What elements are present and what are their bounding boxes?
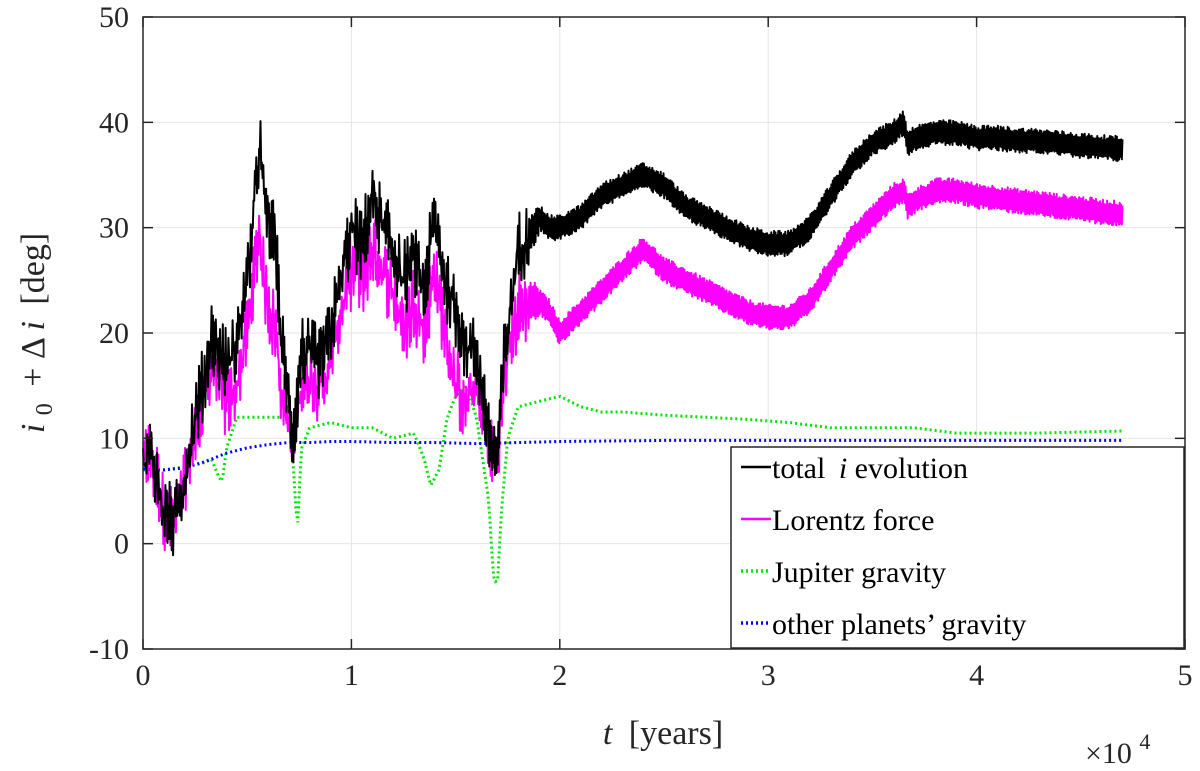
y-axis-unit: [deg] bbox=[15, 233, 52, 305]
legend-label-lorentz-force: Lorentz force bbox=[772, 504, 934, 537]
x-axis-label: t [years] bbox=[603, 715, 723, 752]
x-tick-label: 0 bbox=[136, 659, 151, 692]
y-tick-label: 50 bbox=[99, 1, 129, 34]
legend-label-jupiter-gravity: Jupiter gravity bbox=[772, 556, 946, 589]
y-axis-var: i bbox=[15, 424, 52, 433]
plot-series bbox=[142, 110, 1124, 584]
legend: total i evolution Lorentz force Jupiter gr… bbox=[730, 446, 1185, 649]
series-line-lorentz-force bbox=[142, 177, 1124, 552]
y-tick-label: 30 bbox=[99, 212, 129, 245]
x-axis-unit: [years] bbox=[629, 715, 723, 752]
y-tick-label: 10 bbox=[99, 422, 129, 455]
y-tick-label: 20 bbox=[99, 317, 129, 350]
x-multiplier-base: ×10 bbox=[1085, 737, 1132, 770]
legend-label-other-planets-gravity: other planets’ gravity bbox=[772, 608, 1026, 641]
legend-box bbox=[730, 446, 1185, 649]
x-tick-label: 2 bbox=[552, 659, 567, 692]
x-tick-label: 5 bbox=[1178, 659, 1193, 692]
y-axis-var2: i bbox=[15, 321, 52, 330]
x-tick-label: 3 bbox=[761, 659, 776, 692]
x-tick-label: 1 bbox=[344, 659, 359, 692]
y-axis-label: i 0 + Δ i [deg] bbox=[15, 233, 60, 433]
legend-label-total-i-evolution: total i evolution bbox=[772, 452, 968, 485]
y-tick-label: -10 bbox=[89, 633, 129, 666]
series-line-total-i-evolution bbox=[142, 110, 1124, 557]
y-axis-sub: 0 bbox=[32, 403, 58, 415]
x-multiplier: ×10 4 bbox=[1085, 729, 1150, 770]
x-tick-label: 4 bbox=[969, 659, 984, 692]
series-line-other-planets-gravity bbox=[142, 438, 1123, 472]
y-tick-label: 40 bbox=[99, 106, 129, 139]
x-axis-var: t bbox=[603, 715, 614, 752]
y-axis-rest: + Δ bbox=[15, 338, 52, 387]
x-multiplier-exp: 4 bbox=[1139, 729, 1150, 754]
y-tick-label: 0 bbox=[114, 528, 129, 561]
